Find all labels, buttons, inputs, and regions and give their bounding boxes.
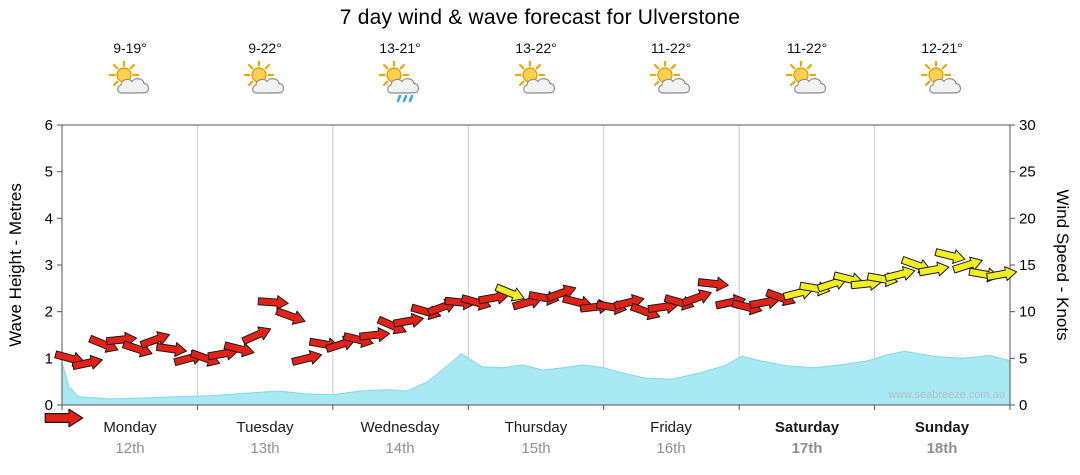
day-header-saturday: 11-22° (762, 40, 852, 105)
temperature-range: 11-22° (650, 40, 692, 56)
day-date: 15th (521, 440, 551, 457)
page-title: 7 day wind & wave forecast for Ulverston… (339, 6, 741, 29)
day-label-saturday: Saturday 17th (762, 419, 852, 457)
wind-axis-title: Wind Speed - Knots (1053, 189, 1072, 341)
day-axis-ticks (61, 405, 1011, 410)
wave-axis: 0 1 2 3 4 5 6 (45, 117, 62, 414)
day-name: Tuesday (236, 419, 294, 436)
watermark: www.seabreeze.com.au (888, 389, 1005, 401)
wave-height-area (61, 350, 1011, 406)
svg-text:0: 0 (45, 397, 53, 414)
day-header-sunday: 12-21° (897, 40, 987, 105)
wind-arrows (54, 248, 1018, 371)
day-date: 13th (250, 440, 280, 457)
day-date: 18th (926, 440, 958, 457)
start-wind-arrow-icon (44, 408, 84, 428)
day-label-friday: Friday 16th (626, 419, 716, 457)
day-name: Friday (650, 419, 692, 436)
svg-text:6: 6 (45, 117, 53, 134)
svg-text:20: 20 (1019, 210, 1036, 227)
svg-text:4: 4 (45, 210, 53, 227)
day-header-wednesday: 13-21° (355, 40, 445, 105)
day-date: 12th (115, 440, 145, 457)
day-name: Thursday (504, 419, 568, 436)
day-header-thursday: 13-22° (491, 40, 581, 105)
temperature-range: 9-22° (248, 40, 282, 56)
day-date: 16th (656, 440, 686, 457)
temperature-range: 13-21° (379, 40, 421, 56)
temperature-range: 9-19° (113, 40, 147, 56)
svg-text:1: 1 (45, 350, 53, 367)
temperature-range: 13-22° (515, 40, 557, 56)
partly-cloudy-icon (649, 61, 693, 105)
svg-text:10: 10 (1019, 304, 1036, 321)
day-label-monday: Monday 12th (85, 419, 175, 457)
day-date: 17th (791, 440, 823, 457)
temperature-range: 12-21° (921, 40, 963, 56)
svg-text:15: 15 (1019, 257, 1036, 274)
wave-axis-title: Wave Height - Metres (6, 183, 25, 347)
day-name: Saturday (774, 419, 840, 436)
day-date: 14th (385, 440, 415, 457)
temperature-range: 11-22° (786, 40, 828, 56)
svg-text:2: 2 (45, 304, 53, 321)
day-label-wednesday: Wednesday 14th (355, 419, 445, 457)
partly-cloudy-icon (243, 61, 287, 105)
svg-text:5: 5 (45, 164, 53, 181)
partly-cloudy-icon (108, 61, 152, 105)
svg-text:25: 25 (1019, 164, 1036, 181)
svg-text:5: 5 (1019, 350, 1027, 367)
day-header-friday: 11-22° (626, 40, 716, 105)
day-name: Wednesday (360, 419, 440, 436)
day-name: Sunday (914, 419, 970, 436)
svg-text:3: 3 (45, 257, 53, 274)
day-label-sunday: Sunday 18th (897, 419, 987, 457)
partly-cloudy-icon (785, 61, 829, 105)
day-header-monday: 9-19° (85, 40, 175, 105)
day-header-tuesday: 9-22° (220, 40, 310, 105)
svg-text:30: 30 (1019, 117, 1036, 134)
day-label-tuesday: Tuesday 13th (220, 419, 310, 457)
wind-axis: 0 5 10 15 20 25 30 (1010, 117, 1036, 414)
partly-cloudy-icon (514, 61, 558, 105)
partly-cloudy-rain-icon (378, 61, 422, 105)
day-label-thursday: Thursday 15th (491, 419, 581, 457)
svg-text:0: 0 (1019, 397, 1027, 414)
day-name: Monday (103, 419, 157, 436)
partly-cloudy-icon (920, 61, 964, 105)
